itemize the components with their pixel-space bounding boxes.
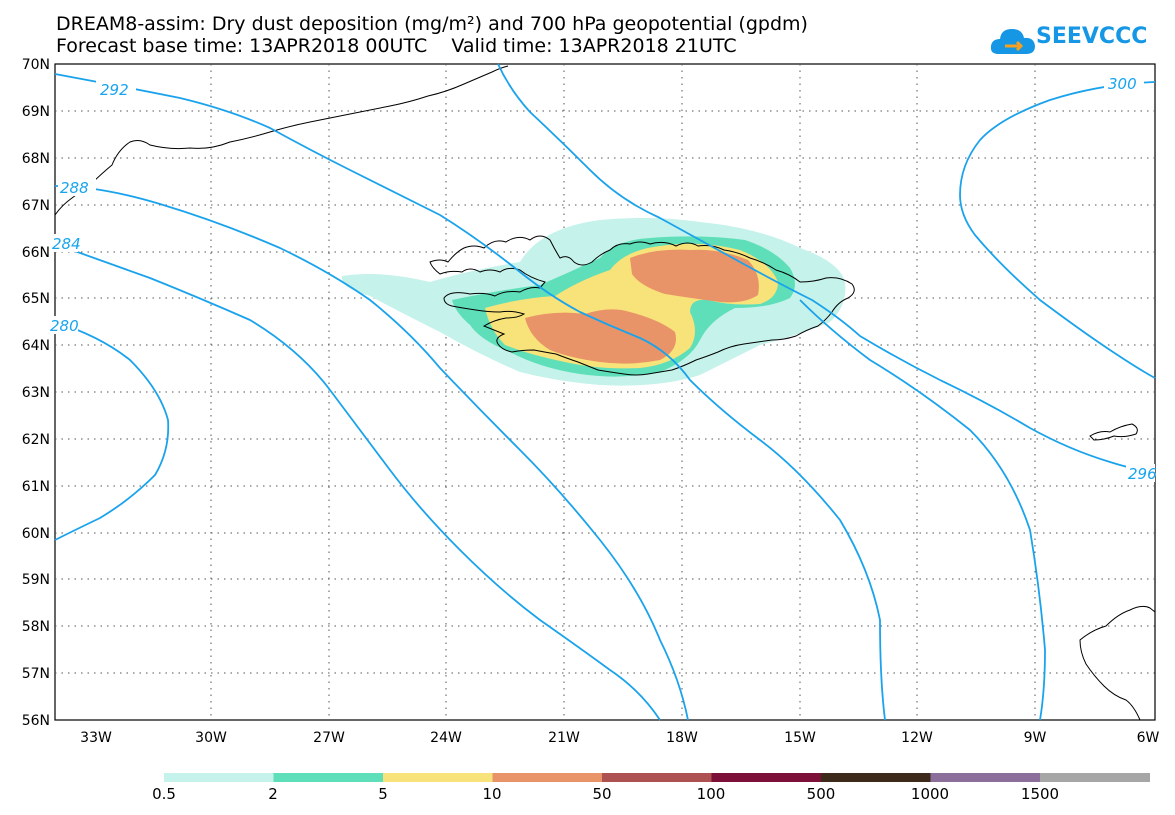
contour-label-292: 292 [100,81,129,99]
faroe-coast [1089,423,1138,441]
contour-labels: 292 288 284 280 300 296 [50,74,1157,483]
legend-label: 100 [696,785,726,803]
contour-284 [54,243,661,721]
scotland-coast [1079,605,1156,721]
legend-label: 0.5 [152,785,176,803]
lon-label: 33W [80,730,112,746]
graticule [55,64,1155,720]
legend-swatch [1040,773,1150,782]
dust-level-10b [630,249,759,303]
legend-label: 2 [268,785,278,803]
legend-label: 1000 [910,785,950,803]
latitude-labels: 70N 69N 68N 67N 66N 65N 64N 63N 62N 61N … [22,57,50,729]
iceland-coast [429,235,855,376]
lat-label: 70N [22,57,50,73]
lon-label: 21W [548,730,580,746]
lat-label: 60N [22,526,50,542]
legend-label: 50 [592,785,612,803]
lon-label: 12W [901,730,933,746]
legend-swatch [164,773,274,782]
lon-label: 15W [784,730,816,746]
legend-swatch [273,773,384,782]
lat-label: 63N [22,385,50,401]
contour-label-280: 280 [50,317,79,335]
legend-swatch [602,773,712,782]
geopotential-contours [54,63,1156,721]
legend-swatch [383,773,493,782]
greenland-coast [54,65,509,216]
lon-label: 6W [1137,730,1160,746]
lon-label: 18W [666,730,698,746]
contour-label-284: 284 [52,235,81,253]
cloud-icon [990,29,1035,54]
lon-label: 24W [430,730,462,746]
contour-292b [799,299,1046,721]
legend-label: 1500 [1020,785,1060,803]
contour-label-296: 296 [1128,465,1157,483]
contour-288 [54,185,689,721]
lat-label: 68N [22,151,50,167]
legend-label: 500 [806,785,836,803]
lat-label: 62N [22,432,50,448]
legend-swatch [930,773,1041,782]
coastlines [54,65,1156,721]
contour-292 [54,73,886,721]
dust-level-10 [525,309,676,364]
contour-296 [497,63,1156,473]
legend-swatch [821,773,931,782]
legend-label: 10 [482,785,502,803]
lat-label: 61N [22,479,50,495]
lat-label: 69N [22,104,50,120]
contour-300 [959,81,1156,379]
lat-label: 59N [22,572,50,588]
lat-label: 58N [22,619,50,635]
contour-280 [54,321,170,541]
lat-label: 67N [22,198,50,214]
dust-deposition-field [341,217,846,386]
legend-colorbar [164,773,1150,782]
lon-label: 30W [195,730,227,746]
contour-label-300: 300 [1108,75,1137,93]
logo-text: SEEVCCC [1036,24,1148,49]
longitude-labels: 33W 30W 27W 24W 21W 18W 15W 12W 9W 6W [80,730,1159,746]
lat-label: 66N [22,245,50,261]
map-subtitle: Forecast base time: 13APR2018 00UTC Vali… [56,35,737,57]
lat-label: 65N [22,291,50,307]
legend-swatch [492,773,603,782]
contour-label-288: 288 [60,179,89,197]
lat-label: 57N [22,666,50,682]
lon-label: 27W [313,730,345,746]
map-title: DREAM8-assim: Dry dust deposition (mg/m²… [56,13,808,35]
legend-label: 5 [378,785,388,803]
legend-swatch [711,773,822,782]
lon-label: 9W [1024,730,1047,746]
map-frame [54,63,1156,721]
lat-label: 64N [22,338,50,354]
lat-label: 56N [22,713,50,729]
